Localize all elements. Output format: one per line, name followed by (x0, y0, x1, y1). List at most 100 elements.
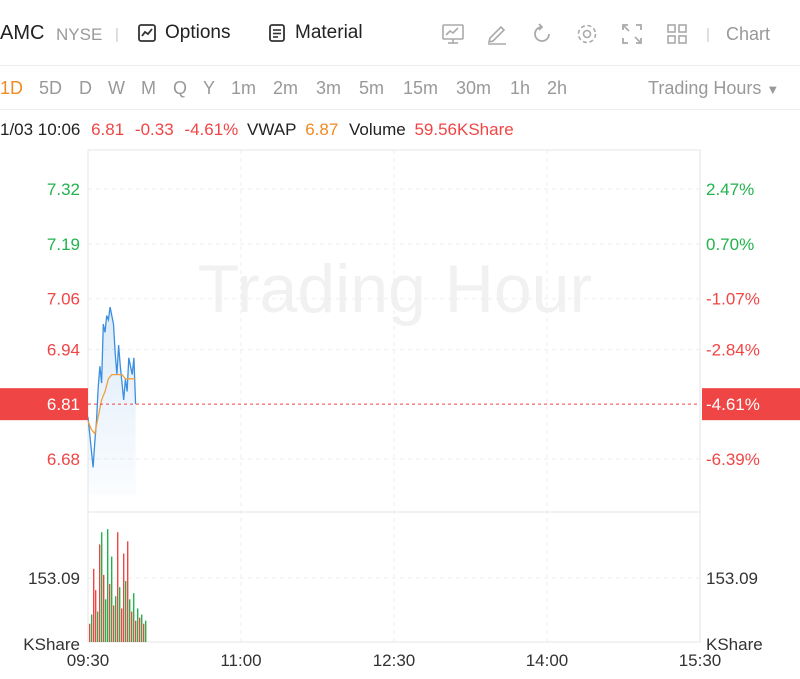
volume-bar (103, 574, 105, 642)
x-tick-label: 09:30 (67, 651, 110, 670)
chart-toolbar: AMC NYSE | Options Material (0, 0, 800, 66)
volume-bar (95, 590, 97, 642)
tab-period-m[interactable]: M (141, 78, 156, 98)
axis-labels: 09:30 11:00 12:30 14:00 15:30 7.32 2.47% 7.19 0.… (0, 180, 800, 670)
material-button[interactable]: Material (267, 22, 363, 44)
volume-bar (111, 556, 113, 642)
exchange-label: NYSE (56, 25, 103, 44)
volume-bars (89, 529, 147, 642)
y-tick-label: 6.68 (47, 450, 80, 469)
volume-bar (127, 541, 129, 642)
volume-bar (91, 614, 93, 642)
tab-period-3m[interactable]: 3m (316, 78, 342, 98)
volume-bar (113, 605, 115, 642)
tab-period-2m[interactable]: 2m (273, 78, 299, 98)
chart-grid (87, 149, 701, 643)
ticker-symbol: AMC (0, 22, 45, 44)
volume-label: Volume (349, 120, 406, 139)
options-label: Options (165, 22, 231, 43)
volume-bar (121, 608, 123, 642)
tab-period-w[interactable]: W (108, 78, 125, 98)
tab-period-1h[interactable]: 1h (510, 78, 531, 98)
y-tick-label: 6.94 (47, 340, 80, 359)
quote-info-bar: 1/03 10:06 6.81 -0.33 -4.61% VWAP 6.87 V… (0, 120, 520, 140)
volume-bar (125, 581, 127, 642)
current-pct-badge (702, 388, 800, 421)
volume-bar (143, 623, 145, 642)
y-pct-tick-label: 0.70% (706, 235, 754, 254)
y-pct-tick-label: -1.07% (706, 290, 760, 309)
tab-period-d[interactable]: D (79, 78, 92, 98)
volume-bar (129, 599, 131, 642)
tab-period-y[interactable]: Y (203, 78, 216, 98)
tab-period-q[interactable]: Q (173, 78, 188, 98)
volume-bar (131, 611, 133, 642)
grid-icon[interactable] (665, 22, 689, 46)
current-price-badge (0, 388, 88, 421)
quote-change-pct: -4.61% (184, 120, 239, 139)
quote-change: -0.33 (134, 120, 174, 139)
options-button[interactable]: Options (137, 22, 230, 44)
current-price-label: 6.81 (47, 395, 80, 414)
x-tick-label: 12:30 (373, 651, 416, 670)
tab-period-30m[interactable]: 30m (456, 78, 492, 98)
tab-period-1d[interactable]: 1D (0, 78, 24, 98)
chart-type-dropdown[interactable]: Chart (726, 24, 770, 45)
refresh-icon[interactable] (530, 22, 554, 46)
quote-price: 6.81 (91, 120, 125, 139)
y-pct-tick-label: -2.84% (706, 340, 760, 359)
price-area (88, 307, 136, 495)
x-tick-label: 15:30 (679, 651, 722, 670)
vwap-value: 6.87 (305, 120, 339, 139)
material-label: Material (295, 22, 363, 43)
volume-bar (119, 587, 121, 642)
settings-icon[interactable] (575, 22, 599, 46)
y-tick-label: 7.19 (47, 235, 80, 254)
volume-bar (105, 599, 107, 642)
y-pct-tick-label: 2.47% (706, 180, 754, 199)
volume-bar (117, 532, 119, 642)
volume-value: 59.56KShare (414, 120, 514, 139)
volume-bar (133, 593, 135, 642)
draw-icon[interactable] (485, 22, 509, 46)
volume-bar (123, 553, 125, 642)
divider: | (706, 26, 710, 43)
analysis-icon[interactable] (441, 22, 465, 46)
current-pct-label: -4.61% (706, 395, 760, 414)
vwap-line (87, 373, 136, 436)
tab-period-5m[interactable]: 5m (359, 78, 385, 98)
y-tick-label: 7.32 (47, 180, 80, 199)
volume-bar (97, 611, 99, 642)
fullscreen-icon[interactable] (620, 22, 644, 46)
intraday-chart[interactable]: Trading Hour 09:30 11:00 12:30 14:00 15:30 7.… (0, 140, 800, 679)
tab-period-15m[interactable]: 15m (403, 78, 439, 98)
volume-unit-label: KShare (23, 635, 80, 654)
tab-period-5d[interactable]: 5D (39, 78, 63, 98)
divider: | (115, 26, 119, 43)
x-tick-label: 14:00 (526, 651, 569, 670)
volume-bar (137, 608, 139, 642)
tab-period-1m[interactable]: 1m (231, 78, 257, 98)
period-selector: Trading Hours ▼ 1D 5D D W M Q Y 1m 2m 3m 5m 15m 30m 1… (0, 66, 800, 110)
volume-bar (101, 532, 103, 642)
volume-bar (109, 584, 111, 642)
volume-tick-label-right: 153.09 (706, 569, 758, 588)
price-lines (87, 306, 700, 495)
volume-bar (135, 620, 137, 642)
volume-bar (89, 623, 91, 642)
y-pct-tick-label: -6.39% (706, 450, 760, 469)
quote-datetime: 1/03 10:06 (0, 120, 81, 139)
volume-bar (93, 568, 95, 642)
document-icon (269, 24, 285, 42)
volume-bar (145, 620, 147, 642)
volume-bar (141, 614, 143, 642)
chart-watermark: Trading Hour (198, 251, 592, 327)
vwap-label: VWAP (247, 120, 297, 139)
tab-period-2h[interactable]: 2h (547, 78, 568, 98)
trading-hours-dropdown[interactable]: Trading Hours ▼ (648, 78, 779, 99)
chart-type-label: Chart (726, 24, 771, 44)
volume-tick-label: 153.09 (28, 569, 80, 588)
volume-unit-label-right: KShare (706, 635, 763, 654)
trading-hours-label: Trading Hours (648, 78, 762, 98)
volume-bar (107, 529, 109, 642)
